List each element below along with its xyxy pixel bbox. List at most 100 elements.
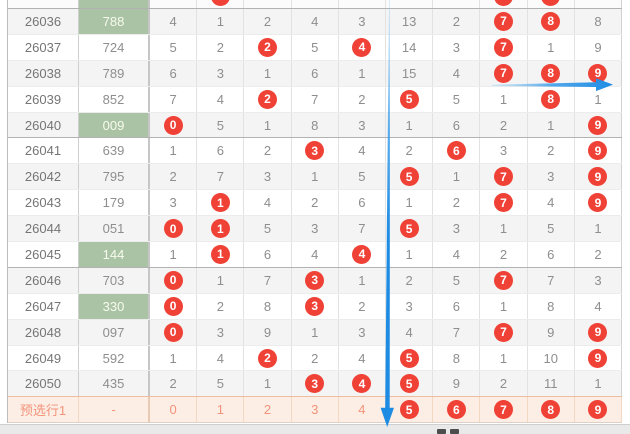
count-cell: 8 [292,112,339,138]
preselect-number-cell[interactable]: 7 [480,397,528,423]
count-cell: 3 [480,138,528,164]
count-cell: 2 [292,345,339,371]
count-cell: 6 [150,60,198,86]
count-value: 10 [543,350,558,366]
count-cell: 4 [339,242,387,267]
selected-number-circle[interactable]: 8 [541,400,561,420]
preselect-number-cell[interactable]: 8 [528,397,575,423]
preselect-number-cell[interactable]: 5 [386,397,434,423]
count-cell: 7 [528,267,575,293]
table-row: 26048 097 0 3 9 1 3 4 7 7 9 9 [8,319,623,346]
selected-number-circle[interactable]: 6 [446,400,466,420]
count-cell: 7 [480,164,528,190]
count-value: 15 [401,65,417,81]
count-cell [386,0,434,8]
period-cell: 26049 [8,345,79,371]
count-cell: 4 [150,9,198,34]
hit-circle: 0 [163,219,183,239]
table-row: 26036 788 4 1 2 4 3 13 2 7 8 8 [8,9,623,35]
table-row: 26038 789 6 3 1 6 1 15 4 7 8 9 [8,60,623,87]
count-value: 5 [358,169,366,185]
count-cell: 0 [150,293,198,319]
preselect-number-cell[interactable]: 3 [292,397,339,423]
result-cell: 703 [79,267,150,293]
count-cell: 1 [575,86,623,112]
count-cell: 3 [150,190,198,216]
count-cell: 9 [433,371,481,397]
count-cell: 1 [480,86,528,112]
count-value: 4 [169,13,177,29]
count-value: 8 [311,117,319,133]
count-cell: 4 [339,371,387,397]
hit-circle: 5 [399,89,419,109]
count-cell: 6 [433,112,481,138]
table-row: 26041 639 1 6 2 3 4 2 6 3 2 9 [8,138,623,165]
count-cell: 1 [292,164,339,190]
preselect-number[interactable]: 2 [263,402,272,418]
preselect-number[interactable]: 4 [358,402,366,418]
selected-number-circle[interactable]: 9 [588,400,608,420]
count-cell: 2 [244,34,292,60]
count-value: 2 [216,39,224,55]
count-value: 3 [405,298,413,314]
count-value: 3 [311,221,319,237]
preselect-number-cell[interactable]: 6 [433,397,481,423]
table-row: 26039 852 7 4 2 7 2 5 5 1 8 1 [8,86,623,113]
count-value: 3 [499,143,508,159]
count-cell: 5 [386,345,434,371]
hit-circle: 9 [588,193,608,213]
hit-circle: 2 [258,348,277,368]
count-value: 7 [452,324,460,340]
preselect-number-cell[interactable]: 4 [339,397,387,423]
count-cell: 6 [197,138,245,164]
preselect-number-cell[interactable]: 0 [150,397,198,423]
count-value: 1 [547,117,555,133]
period-cell: 26050 [8,371,79,397]
preselect-number[interactable]: 3 [311,402,319,418]
table-row: 26045 144 1 1 6 4 4 1 4 2 6 2 [8,242,623,268]
count-value: 5 [216,117,224,133]
result-cell: 795 [79,164,150,190]
result-cell: 852 [79,86,150,112]
count-cell [433,0,481,8]
count-value: 4 [311,246,319,262]
hit-circle: 0 [163,270,183,290]
count-value: 4 [452,65,460,81]
count-cell: 15 [386,60,434,86]
count-cell: 4 [339,138,387,164]
preselect-number-cell[interactable]: 2 [244,397,292,423]
preselect-number[interactable]: 1 [216,402,224,418]
trend-table: 26036 788 4 1 2 4 3 13 2 7 8 8 26037 724 5 2 2 5 4 14 3 7 1 9 26… [7,0,623,424]
count-cell: 2 [386,138,434,164]
count-cell: 5 [292,34,339,60]
count-cell: 7 [480,190,528,216]
result-cell: 789 [79,60,150,86]
selected-number-circle[interactable]: 7 [494,400,514,420]
hit-circle: 4 [352,37,372,57]
count-cell: 4 [197,86,245,112]
count-value: 5 [216,376,224,392]
preselect-number-cell[interactable]: 9 [575,397,623,423]
period-cell: 26047 [8,293,79,319]
preselect-number-cell[interactable]: 1 [197,397,245,423]
count-cell: 4 [386,319,434,345]
count-value: 2 [594,246,602,262]
count-cell: 1 [575,371,623,397]
count-cell [197,0,245,8]
count-value: 14 [401,39,417,55]
count-value: 4 [547,195,555,211]
count-value: 2 [358,298,366,314]
result-cell: 435 [79,371,150,397]
count-cell: 6 [244,242,292,267]
count-value: 5 [169,39,177,55]
count-value: 4 [358,350,366,366]
preselect-number[interactable]: 0 [169,402,177,418]
count-cell [528,0,575,8]
count-cell: 14 [386,34,434,60]
count-value: 2 [405,143,413,159]
count-value: 4 [216,91,224,107]
result-cell: 788 [79,9,150,34]
count-cell: 2 [339,86,387,112]
selected-number-circle[interactable]: 5 [399,400,419,420]
count-cell: 2 [528,138,575,164]
